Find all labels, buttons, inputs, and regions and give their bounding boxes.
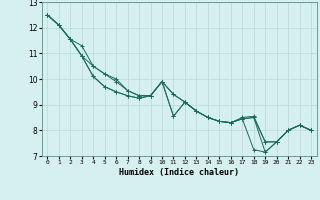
X-axis label: Humidex (Indice chaleur): Humidex (Indice chaleur) — [119, 168, 239, 177]
